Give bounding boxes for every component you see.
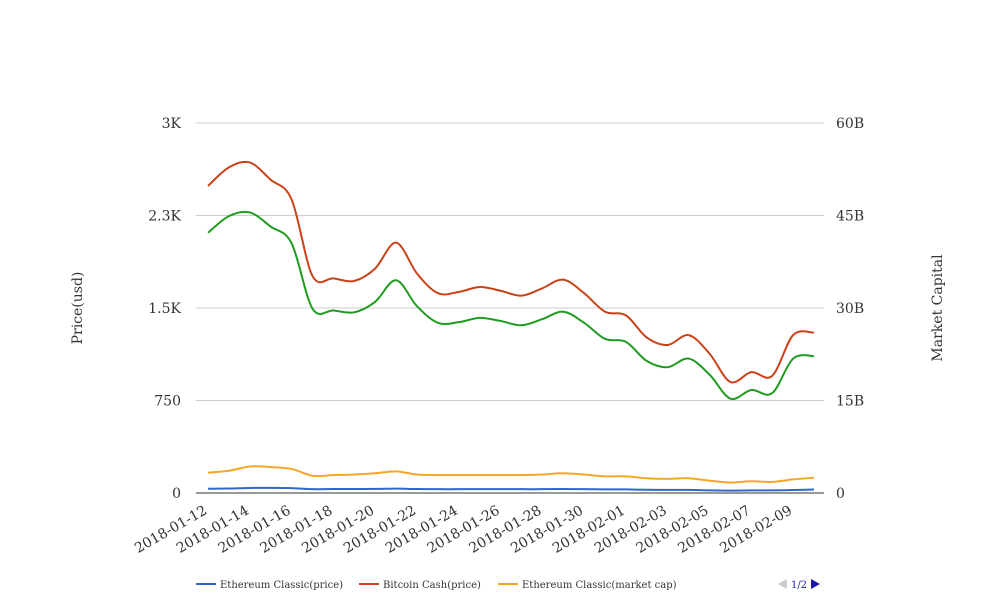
- legend: Ethereum Classic(price) Bitcoin Cash(pric…: [196, 580, 677, 591]
- right-tick-label: 30B: [836, 301, 864, 317]
- left-tick-label: 1.5K: [148, 301, 181, 317]
- left-tick-label: 3K: [162, 116, 182, 132]
- series-lines: [207, 160, 815, 492]
- left-tick-label: 0: [172, 486, 181, 502]
- legend-item[interactable]: Bitcoin Cash(price): [359, 580, 481, 591]
- right-axis-ticks: 0 15B 30B 45B 60B: [836, 116, 864, 502]
- left-axis-ticks: 0 750 1.5K 2.3K 3K: [148, 116, 181, 502]
- legend-pager: 1/2: [778, 579, 820, 591]
- legend-prev-arrow-icon[interactable]: [778, 579, 787, 589]
- right-tick-label: 0: [836, 486, 845, 502]
- legend-page-indicator: 1/2: [791, 580, 807, 591]
- legend-label: Bitcoin Cash(price): [383, 580, 481, 591]
- legend-item[interactable]: Ethereum Classic(market cap): [498, 580, 677, 591]
- series-line-ethereum-classic-price: [207, 486, 815, 492]
- left-tick-label: 750: [154, 394, 181, 410]
- legend-label: Ethereum Classic(price): [220, 580, 343, 591]
- right-tick-label: 60B: [836, 116, 864, 132]
- right-tick-label: 45B: [836, 209, 864, 225]
- x-axis-ticks: 2018-01-122018-01-142018-01-162018-01-18…: [132, 503, 795, 557]
- left-tick-label: 2.3K: [148, 209, 181, 225]
- left-axis-title: Price(usd): [70, 272, 86, 345]
- right-tick-label: 15B: [836, 394, 864, 410]
- series-line-bitcoin-cash-price: [207, 160, 815, 384]
- series-line-ethereum-classic-market-cap: [207, 465, 815, 484]
- legend-next-arrow-icon[interactable]: [811, 579, 820, 589]
- right-axis-title: Market Capital: [930, 254, 946, 362]
- series-line-bitcoin-cash-market-cap: [207, 210, 815, 401]
- grid-lines: [196, 122, 824, 401]
- legend-label: Ethereum Classic(market cap): [522, 580, 677, 591]
- legend-item[interactable]: Ethereum Classic(price): [196, 580, 343, 591]
